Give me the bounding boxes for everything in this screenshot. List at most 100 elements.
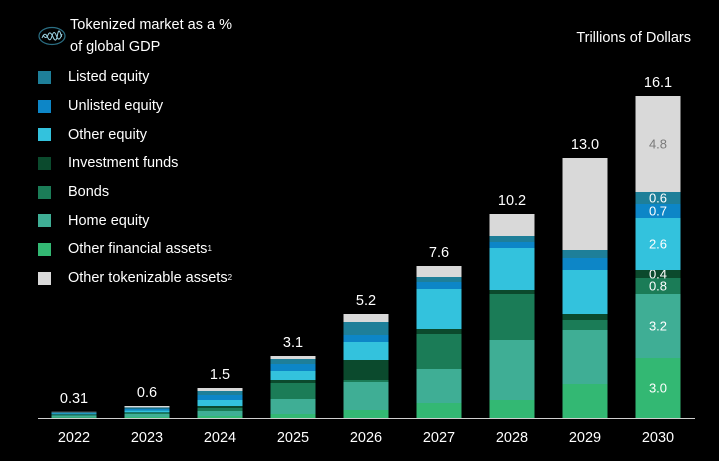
legend-label: Investment funds — [68, 155, 179, 172]
chart-legend: Tokenized market as a % of global GDP Li… — [38, 14, 232, 293]
bar-segment — [124, 413, 170, 414]
legend-header: Tokenized market as a % of global GDP — [38, 14, 232, 58]
legend-label: Listed equity — [68, 69, 150, 86]
bar-total-label: 16.1 — [644, 75, 672, 91]
bar-segment — [124, 407, 170, 409]
segment-value-label: 3.0 — [649, 381, 667, 396]
bar-total-label: 10.2 — [498, 193, 526, 209]
bar-segment — [343, 342, 389, 360]
bar-segment — [51, 415, 97, 418]
legend-swatch — [38, 128, 51, 142]
bar-segment — [562, 258, 608, 270]
bar-segment — [197, 395, 243, 400]
bar-segment — [343, 335, 389, 342]
legend-item: Investment funds — [38, 149, 232, 178]
bar-segment — [270, 414, 316, 418]
bar-segment — [416, 369, 462, 403]
bar-segment — [416, 266, 462, 277]
bar-segment — [197, 400, 243, 406]
bar-segment — [343, 380, 389, 382]
x-tick-label: 2023 — [131, 430, 163, 446]
legend-swatch — [38, 99, 51, 113]
bar-segment — [489, 340, 535, 400]
bar-segment — [489, 294, 535, 340]
bar-segment — [197, 411, 243, 416]
x-tick-label: 2027 — [423, 430, 455, 446]
bar-total-label: 7.6 — [429, 245, 449, 261]
bar-total-label: 3.1 — [283, 335, 303, 351]
legend-label: Other financial assets — [68, 241, 208, 258]
bar-segment — [343, 360, 389, 380]
bar-segment — [343, 322, 389, 335]
bar-segment — [562, 270, 608, 314]
bar-segment — [562, 320, 608, 330]
segment-value-label: 2.6 — [649, 237, 667, 252]
bar-segment — [197, 408, 243, 411]
bar-segment — [562, 158, 608, 250]
bar-segment — [489, 242, 535, 248]
bar-segment — [562, 384, 608, 418]
bar-segment — [635, 270, 681, 278]
bar-segment — [635, 358, 681, 418]
bar-segment — [51, 414, 97, 416]
legend-label: Other equity — [68, 126, 147, 143]
legend-swatch — [38, 185, 51, 199]
x-tick-label: 2030 — [642, 430, 674, 446]
bar-segment — [635, 294, 681, 358]
bar-segment — [51, 413, 97, 415]
legend-label: Unlisted equity — [68, 98, 164, 115]
legend-swatch — [38, 242, 51, 256]
x-tick-label: 2024 — [204, 430, 236, 446]
bar-segment — [197, 406, 243, 408]
bar-segment — [124, 414, 170, 417]
x-tick-label: 2028 — [496, 430, 528, 446]
legend-swatch — [38, 70, 51, 84]
bar-segment — [416, 282, 462, 289]
segment-value-label: 0.8 — [649, 279, 667, 294]
bar-total-label: 5.2 — [356, 293, 376, 309]
segment-value-label: 4.8 — [649, 137, 667, 152]
bar-segment — [416, 334, 462, 369]
legend-label: Bonds — [68, 184, 110, 201]
bar-segment — [416, 289, 462, 329]
legend-swatch — [38, 156, 51, 170]
x-tick-label: 2026 — [350, 430, 382, 446]
bar-total-label: 13.0 — [571, 137, 599, 153]
legend-item: Unlisted equity — [38, 92, 232, 121]
units-label: Trillions of Dollars — [576, 30, 691, 46]
segment-value-label: 3.2 — [649, 319, 667, 334]
legend-label: Home equity — [68, 212, 150, 229]
bar-segment — [489, 290, 535, 294]
bar-segment — [51, 412, 97, 413]
bar-segment — [270, 380, 316, 383]
bar-segment — [343, 382, 389, 410]
bar-segment — [197, 416, 243, 418]
bar-segment — [416, 403, 462, 418]
legend-swatch — [38, 214, 51, 228]
bar-segment — [416, 329, 462, 334]
segment-value-label: 0.6 — [649, 191, 667, 206]
bar-segment — [124, 417, 170, 418]
legend-item: Listed equity — [38, 63, 232, 92]
legend-item: Other equity — [38, 120, 232, 149]
bar-segment — [416, 277, 462, 282]
bar-segment — [635, 204, 681, 218]
x-tick-label: 2029 — [569, 430, 601, 446]
bar-segment — [635, 96, 681, 192]
bar-segment — [124, 406, 170, 408]
x-tick-label: 2022 — [58, 430, 90, 446]
segment-value-label: 0.7 — [649, 204, 667, 219]
segment-value-label: 0.4 — [649, 267, 667, 282]
legend-header-line2: of global GDP — [70, 39, 161, 55]
bar-segment — [51, 412, 97, 414]
bar-segment — [197, 391, 243, 395]
bar-total-label: 0.6 — [137, 385, 157, 401]
bar-segment — [124, 410, 170, 413]
bar-segment — [197, 388, 243, 391]
bar-segment — [489, 400, 535, 418]
bar-total-label: 1.5 — [210, 367, 230, 383]
legend-item: Other tokenizable assets 2 — [38, 264, 232, 293]
bar-segment — [124, 412, 170, 413]
bar-segment — [270, 359, 316, 364]
